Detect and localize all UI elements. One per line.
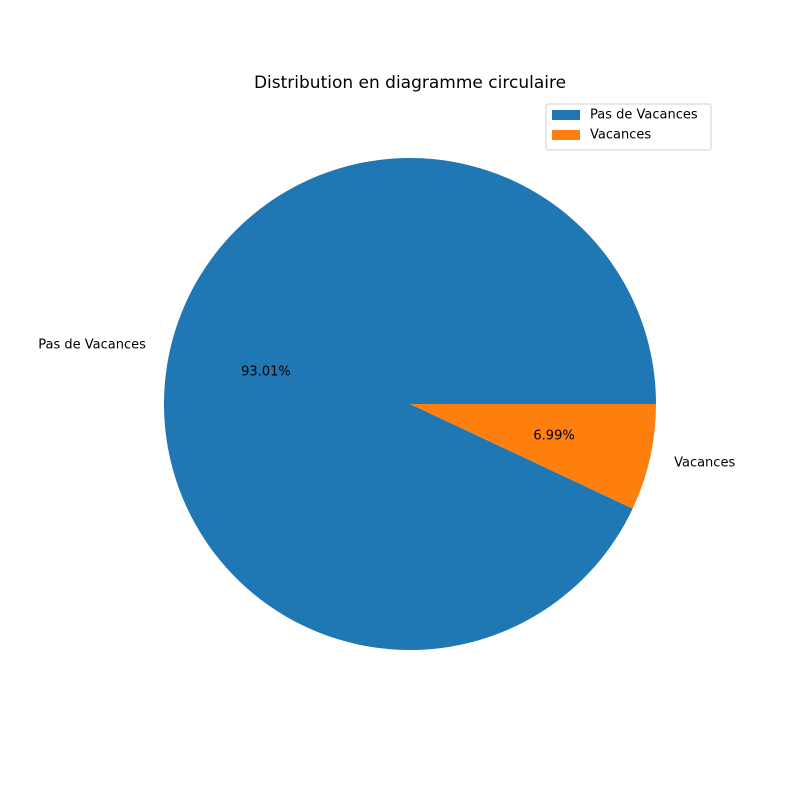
- legend-label: Pas de Vacances: [590, 108, 698, 123]
- slice-percent-label: 6.99%: [533, 429, 574, 444]
- chart-title: Distribution en diagramme circulaire: [254, 73, 566, 93]
- pie-slice-vacances: [410, 404, 656, 509]
- slice-percent-label: 93.01%: [241, 364, 291, 379]
- slice-label: Pas de Vacances: [38, 338, 146, 353]
- legend-swatch: [552, 110, 580, 120]
- pie-percent-labels: 93.01% 6.99%: [241, 364, 575, 443]
- slice-label: Vacances: [674, 455, 735, 470]
- legend-entries: Pas de Vacances Vacances: [552, 108, 698, 143]
- legend-label: Vacances: [590, 128, 651, 143]
- legend: Pas de Vacances Vacances: [545, 103, 712, 151]
- pie-slices: [163, 157, 656, 650]
- legend-swatch: [552, 130, 580, 140]
- pie-outer-labels: Pas de Vacances Vacances: [38, 338, 735, 471]
- legend-frame: [545, 103, 712, 151]
